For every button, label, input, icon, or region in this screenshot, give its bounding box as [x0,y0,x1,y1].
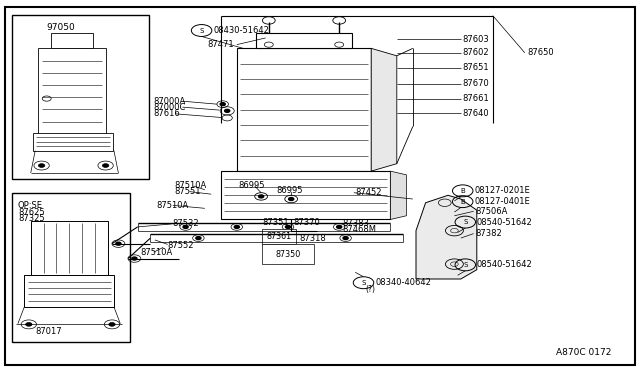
Circle shape [38,164,45,167]
Text: 08540-51642: 08540-51642 [477,260,532,269]
Circle shape [289,198,294,201]
Text: 87318: 87318 [299,234,326,243]
Polygon shape [371,48,397,171]
Circle shape [109,323,115,326]
Text: B: B [460,199,465,205]
Text: S: S [463,262,467,268]
Text: A870C 0172: A870C 0172 [556,348,611,357]
Text: 87616: 87616 [154,109,180,118]
Text: 87532: 87532 [173,219,200,228]
Text: 87000C: 87000C [154,103,186,112]
Text: 87510A: 87510A [157,201,189,210]
Text: 87370: 87370 [293,218,320,227]
Circle shape [225,109,230,112]
Circle shape [259,195,264,198]
Text: 87000A: 87000A [154,97,186,106]
Bar [12,15,149,179]
Text: 87325: 87325 [18,214,45,223]
Text: 08127-0201E: 08127-0201E [475,186,531,195]
Text: 87650: 87650 [527,48,554,57]
Circle shape [234,225,239,228]
Text: 86995: 86995 [239,181,265,190]
Bar [38,48,106,134]
Bar [262,244,314,264]
Text: 87551: 87551 [175,187,201,196]
Bar [237,48,371,171]
Text: 87510A: 87510A [141,248,173,257]
Circle shape [266,237,271,240]
Bar [24,275,114,307]
Bar [33,133,113,151]
Bar [262,229,296,244]
Circle shape [196,237,201,240]
Text: 87510A: 87510A [175,181,207,190]
Circle shape [132,257,137,260]
Text: B: B [460,188,465,194]
Text: S: S [362,280,365,286]
Circle shape [285,225,291,228]
Text: 87670: 87670 [462,79,489,88]
Text: 87552: 87552 [168,241,194,250]
Circle shape [183,225,188,228]
Text: 87506A: 87506A [475,207,508,216]
Text: (?): (?) [365,285,375,294]
Text: 86995: 86995 [276,186,303,195]
Text: 87625: 87625 [18,208,45,217]
Circle shape [116,242,121,245]
Text: 87602: 87602 [462,48,489,57]
Bar [12,193,130,342]
Text: 87382: 87382 [475,229,502,238]
Bar [31,221,108,275]
Text: S: S [200,28,204,33]
Circle shape [26,323,32,326]
Bar [256,33,352,48]
Text: 87017: 87017 [35,327,62,336]
Circle shape [337,225,342,228]
Text: 87351: 87351 [262,218,289,227]
Text: 08127-0401E: 08127-0401E [475,197,531,206]
Circle shape [343,237,348,240]
Bar [221,171,390,219]
Text: 87361: 87361 [266,232,292,241]
Polygon shape [390,171,406,219]
Text: 87640: 87640 [462,109,489,118]
Text: 08430-51642: 08430-51642 [214,26,269,35]
Text: 87651: 87651 [462,63,489,72]
Circle shape [102,164,109,167]
Text: 87350: 87350 [275,250,301,259]
Text: 87468M: 87468M [342,225,376,234]
Bar [51,33,93,48]
Polygon shape [416,195,477,279]
Text: 87452: 87452 [355,188,381,197]
Text: 97050: 97050 [47,23,75,32]
Circle shape [220,103,225,106]
Text: 87603: 87603 [462,35,489,44]
Text: 87471: 87471 [207,40,234,49]
Text: 87383: 87383 [342,219,369,228]
Text: 08340-40642: 08340-40642 [375,278,431,287]
Text: OP:SE: OP:SE [18,201,43,210]
Text: 08540-51642: 08540-51642 [477,218,532,227]
Text: S: S [463,219,467,225]
Text: 87661: 87661 [462,94,489,103]
